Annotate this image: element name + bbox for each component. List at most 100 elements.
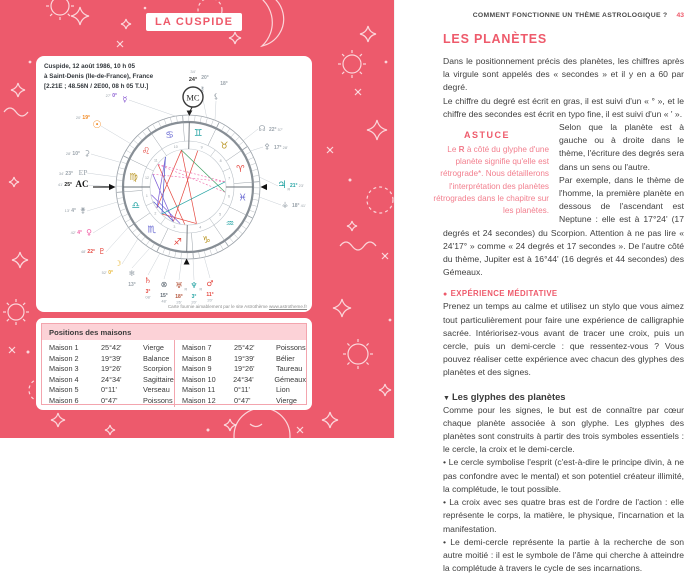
- sun-ray: [366, 343, 368, 345]
- part-of-fortune-glyph: ⊗: [161, 280, 168, 289]
- astuce-note: ASTUCE Le R à côté du glyphe d'une planè…: [425, 124, 549, 217]
- zodiac-aries-glyph: ♈: [236, 164, 245, 175]
- left-page: LA CUSPIDE Cuspide, 12 août 1986, 10 h 0…: [0, 0, 395, 438]
- zodiac-libra-glyph: ♎: [131, 201, 140, 212]
- wavy-sun-icon: [367, 187, 393, 213]
- jupiter-degree: 21° 23': [290, 183, 304, 189]
- sun-icon: [348, 344, 368, 364]
- house-sign: Bélier: [276, 354, 306, 365]
- north-node-glyph: ☊: [258, 124, 265, 133]
- venus-degree: 42' 4°: [71, 230, 82, 236]
- sun-ray: [68, 14, 70, 16]
- fixed-star-degree: 13°: [128, 282, 136, 288]
- venus-glyph: ♀: [86, 228, 92, 237]
- squiggle-line: [340, 242, 376, 250]
- star-icon: [367, 120, 387, 140]
- house-name: Maison 9: [182, 364, 234, 375]
- birth-info-line: [2.21E ; 48.56N / 2E00, 08 h 05 T.U.]: [44, 82, 153, 92]
- star-icon: [379, 384, 391, 396]
- star-icon: [224, 419, 236, 431]
- crescent-moon-icon: [250, 0, 284, 46]
- house-name: Maison 7: [182, 343, 234, 354]
- bullet-icon: •: [443, 537, 446, 547]
- triangle-marker-icon: ▼: [443, 395, 450, 402]
- svg-text:2: 2: [154, 212, 156, 216]
- house-degree: 19°39': [101, 354, 143, 365]
- house-sign: Verseau: [143, 385, 174, 396]
- house-sign: Poissons: [143, 396, 174, 407]
- svg-text:4: 4: [199, 225, 201, 229]
- sun-ray: [23, 303, 25, 305]
- zodiac-taurus-glyph: ♉: [220, 140, 229, 151]
- ceres-degree: 28' 10°: [66, 151, 80, 157]
- ceres-glyph: ⚳: [84, 149, 90, 158]
- moon-face-detail: [250, 424, 262, 427]
- saturn-glyph: ♄: [144, 276, 151, 285]
- mars-minutes: 20': [207, 298, 212, 303]
- star-icon: [322, 412, 338, 428]
- mc-degree: 24°: [189, 77, 197, 83]
- juno-degree: 13' 4°: [65, 208, 76, 214]
- house-degree: 24°34': [233, 375, 274, 386]
- house-degree: 19°39': [234, 354, 276, 365]
- house-degree: 0°11': [234, 385, 276, 396]
- house-name: Maison 3: [49, 364, 101, 375]
- zodiac-gemini-glyph: ♊: [194, 128, 203, 139]
- house-sign: Vierge: [143, 343, 174, 354]
- house-sign: Gémeaux: [274, 375, 306, 386]
- star-icon: [11, 83, 25, 97]
- zodiac-pisces-glyph: ♓: [238, 193, 247, 204]
- birth-info-line: à Saint-Denis (Ile-de-France), France: [44, 72, 153, 82]
- astuce-title: ASTUCE: [425, 130, 549, 140]
- sun-glyph: ☉: [92, 119, 101, 131]
- sun-degree: 20' 19°: [76, 115, 90, 121]
- house-degree: 0°11': [101, 385, 143, 396]
- sun-ray: [360, 54, 362, 56]
- astuce-text-prefix: Le: [447, 145, 458, 154]
- astuce-text-rest: à côté du glyphe d'une planète signifie …: [433, 145, 549, 215]
- house-name: Maison 2: [49, 354, 101, 365]
- ac-arrow-icon: [109, 184, 116, 190]
- svg-text:10: 10: [174, 145, 178, 149]
- house-name: Maison 5: [49, 385, 101, 396]
- astuce-text: Le R à côté du glyphe d'une planète sign…: [425, 144, 549, 217]
- sun-ray: [342, 54, 344, 56]
- moon-face-icon: [234, 408, 290, 438]
- house-name: Maison 1: [49, 343, 101, 354]
- svg-text:8: 8: [220, 159, 222, 163]
- bullet-text: La croix avec ses quatre bras est de l'o…: [443, 497, 684, 533]
- retrograde-marker: R: [185, 288, 188, 292]
- fixed-star-glyph: ❄: [129, 269, 136, 278]
- house-name: Maison 6: [49, 396, 101, 407]
- chart-caption-url: www.astrotheme.fr: [269, 304, 307, 309]
- star-icon: [12, 252, 28, 268]
- star-icon: [360, 26, 376, 42]
- house-degree: 24°34': [101, 375, 143, 386]
- svg-text:3: 3: [173, 225, 175, 229]
- birth-info: Cuspide, 12 août 1986, 10 h 05 à Saint-D…: [44, 62, 153, 91]
- house-name: Maison 12: [182, 396, 234, 407]
- house-name: Maison 8: [182, 354, 234, 365]
- sun-icon: [343, 55, 361, 73]
- pallas-degree: 17° 28': [274, 145, 288, 151]
- saturn-minutes: 08': [145, 295, 150, 300]
- sun-ray: [23, 319, 25, 321]
- house-sign: Poissons: [276, 343, 306, 354]
- bullet-text: Le cercle symbolise l'esprit (c'est-à-di…: [443, 457, 684, 493]
- paragraph: Comme pour les signes, le but est de con…: [443, 404, 684, 457]
- section-heading: LES PLANÈTES: [443, 32, 684, 46]
- house-sign: Scorpion: [143, 364, 174, 375]
- juno-glyph: ⚵: [80, 206, 86, 215]
- dot: [27, 351, 30, 354]
- house-sign: Balance: [143, 354, 174, 365]
- dot: [385, 61, 388, 64]
- bullet-icon: •: [443, 457, 446, 467]
- natal-chart-card: Cuspide, 12 août 1986, 10 h 05 à Saint-D…: [36, 56, 312, 312]
- pluto-degree: 48' 22°: [81, 249, 95, 255]
